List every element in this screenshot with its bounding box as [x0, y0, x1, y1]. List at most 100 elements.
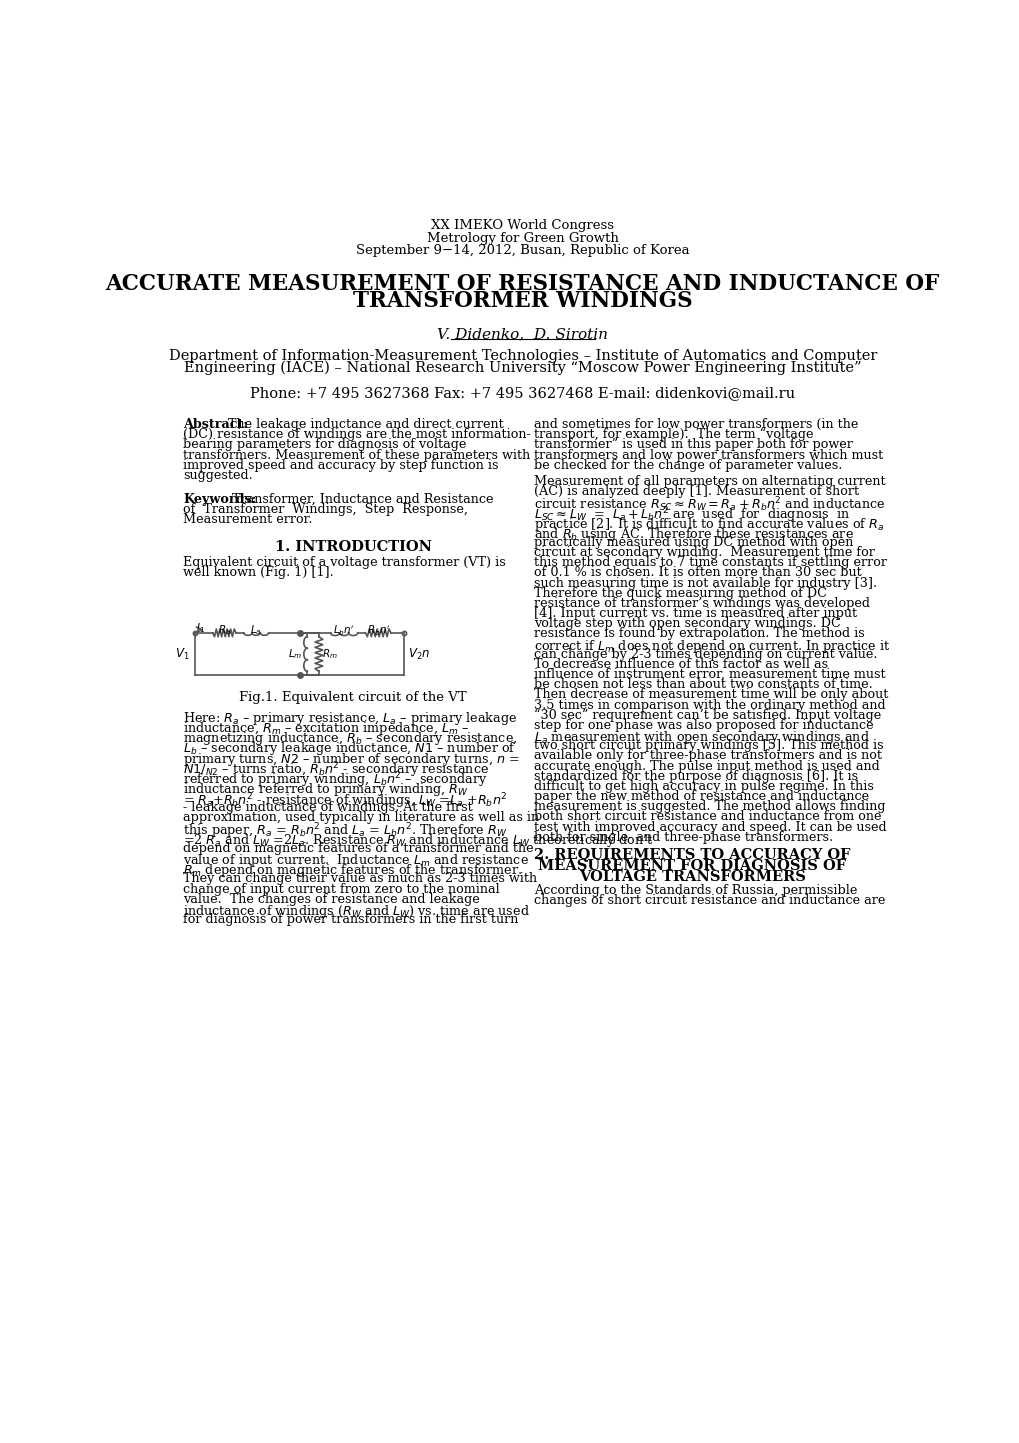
Text: inductance referred to primary winding, $R_W$: inductance referred to primary winding, …: [183, 781, 469, 798]
Text: $L_m$: $L_m$: [287, 646, 302, 661]
Text: both for single- and three-phase transformers.: both for single- and three-phase transfo…: [534, 831, 833, 844]
Text: Measurement of all parameters on alternating current: Measurement of all parameters on alterna…: [534, 475, 886, 488]
Text: transformer” is used in this paper both for power: transformer” is used in this paper both …: [534, 439, 853, 452]
Text: [4]. Input current vs. time is measured after input: [4]. Input current vs. time is measured …: [534, 608, 857, 620]
Text: bearing parameters for diagnosis of voltage: bearing parameters for diagnosis of volt…: [183, 439, 467, 452]
Text: $L_b$ – secondary leakage inductance, $N1$ – number of: $L_b$ – secondary leakage inductance, $N…: [183, 740, 516, 758]
Text: 2. REQUIREMENTS TO ACCURACY OF: 2. REQUIREMENTS TO ACCURACY OF: [534, 847, 850, 861]
Text: voltage step with open secondary windings. DC: voltage step with open secondary winding…: [534, 618, 841, 631]
Text: correct if $L_m$ does not depend on current. In practice it: correct if $L_m$ does not depend on curr…: [534, 638, 890, 655]
Text: $V_1$: $V_1$: [175, 646, 190, 661]
Text: Transformer, Inductance and Resistance: Transformer, Inductance and Resistance: [228, 494, 493, 506]
Text: $R_a$: $R_a$: [218, 623, 230, 638]
Text: of 0.1 % is chosen. It is often more than 30 sec but: of 0.1 % is chosen. It is often more tha…: [534, 567, 861, 580]
Text: V. Didenko,  D. Sirotin: V. Didenko, D. Sirotin: [437, 328, 607, 341]
Text: 1. INTRODUCTION: 1. INTRODUCTION: [274, 540, 431, 554]
Text: MEASUREMENT FOR DIAGNOSIS OF: MEASUREMENT FOR DIAGNOSIS OF: [538, 859, 846, 873]
Text: value.  The changes of resistance and leakage: value. The changes of resistance and lea…: [183, 893, 480, 906]
Text: resistance is found by extrapolation. The method is: resistance is found by extrapolation. Th…: [534, 628, 864, 641]
Text: Therefore the quick measuring method of DC: Therefore the quick measuring method of …: [534, 587, 826, 600]
Text: step for one phase was also proposed for inductance: step for one phase was also proposed for…: [534, 719, 873, 732]
Text: inductance, $R_m$ – excitation impedance, $L_m$ –: inductance, $R_m$ – excitation impedance…: [183, 720, 469, 737]
Text: Equivalent circuit of a voltage transformer (VT) is: Equivalent circuit of a voltage transfor…: [183, 556, 505, 569]
Text: influence of instrument error, measurement time must: influence of instrument error, measureme…: [534, 668, 886, 681]
Text: accurate enough. The pulse input method is used and: accurate enough. The pulse input method …: [534, 759, 879, 772]
Text: $I_1$: $I_1$: [196, 622, 205, 635]
Text: standardized for the purpose of diagnosis [6]. It is: standardized for the purpose of diagnosi…: [534, 769, 858, 782]
Text: Abstract:: Abstract:: [183, 418, 248, 431]
Text: and $R_b$ using AC. Therefore these resistances are: and $R_b$ using AC. Therefore these resi…: [534, 525, 854, 543]
Text: this paper, $R_a$ = $R_b n^2$ and $L_a$ = $L_b n^2$. Therefore $R_W$: this paper, $R_a$ = $R_b n^2$ and $L_a$ …: [183, 821, 507, 841]
Text: depend on magnetic features of a transformer and the: depend on magnetic features of a transfo…: [183, 841, 533, 856]
Text: To decrease influence of this factor as well as: To decrease influence of this factor as …: [534, 658, 827, 671]
Text: measurement is suggested. The method allows finding: measurement is suggested. The method all…: [534, 801, 886, 814]
Text: Then decrease of measurement time will be only about: Then decrease of measurement time will b…: [534, 688, 888, 701]
Text: 3.5 times in comparison with the ordinary method and: 3.5 times in comparison with the ordinar…: [534, 698, 886, 711]
Text: referred to primary winding, $L_b n^2$ –  secondary: referred to primary winding, $L_b n^2$ –…: [183, 771, 487, 791]
Text: available only for three-phase transformers and is not: available only for three-phase transform…: [534, 749, 881, 762]
Text: $L_b n'$: $L_b n'$: [332, 623, 355, 638]
Text: circuit at secondary winding.  Measurement time for: circuit at secondary winding. Measuremen…: [534, 545, 874, 558]
Text: (DC) resistance of windings are the most information-: (DC) resistance of windings are the most…: [183, 429, 531, 442]
Text: this method equals to 7 time constants if settling error: this method equals to 7 time constants i…: [534, 557, 887, 570]
Text: (AC) is analyzed deeply [1]. Measurement of short: (AC) is analyzed deeply [1]. Measurement…: [534, 485, 859, 498]
Text: can change by 2-3 times depending on current value.: can change by 2-3 times depending on cur…: [534, 648, 877, 661]
Text: improved speed and accuracy by step function is: improved speed and accuracy by step func…: [183, 459, 498, 472]
Text: be checked for the change of parameter values.: be checked for the change of parameter v…: [534, 459, 842, 472]
Text: The leakage inductance and direct current: The leakage inductance and direct curren…: [223, 418, 502, 431]
Text: approximation, used typically in literature as well as in: approximation, used typically in literat…: [183, 811, 539, 824]
Text: practice [2]. It is difficult to find accurate values of $R_a$: practice [2]. It is difficult to find ac…: [534, 515, 883, 532]
Text: TRANSFORMER WINDINGS: TRANSFORMER WINDINGS: [353, 290, 692, 312]
Text: transport, for example).  The term “voltage: transport, for example). The term “volta…: [534, 429, 813, 442]
Text: =2 $R_a$ and $L_W$ =2$L_a$. Resistance $R_W$ and inductance $L_W$ theoretically : =2 $R_a$ and $L_W$ =2$L_a$. Resistance $…: [183, 831, 653, 848]
Text: suggested.: suggested.: [183, 469, 253, 482]
Text: paper the new method of resistance and inductance: paper the new method of resistance and i…: [534, 791, 868, 804]
Text: inductance of windings ($R_W$ and $L_W$) vs. time are used: inductance of windings ($R_W$ and $L_W$)…: [183, 903, 530, 921]
Text: transformers and low power transformers which must: transformers and low power transformers …: [534, 449, 882, 462]
Text: such measuring time is not available for industry [3].: such measuring time is not available for…: [534, 577, 876, 590]
Text: primary turns, $N2$ – number of secondary turns, $n$ =: primary turns, $N2$ – number of secondar…: [183, 750, 520, 768]
Text: $R_m$ depend on magnetic features of the transformer.: $R_m$ depend on magnetic features of the…: [183, 863, 522, 879]
Text: both short circuit resistance and inductance from one: both short circuit resistance and induct…: [534, 811, 881, 824]
Text: changes of short circuit resistance and inductance are: changes of short circuit resistance and …: [534, 895, 884, 908]
Text: Metrology for Green Growth: Metrology for Green Growth: [426, 232, 619, 245]
Text: difficult to get high accuracy in pulse regime. In this: difficult to get high accuracy in pulse …: [534, 779, 873, 792]
Text: September 9−14, 2012, Busan, Republic of Korea: September 9−14, 2012, Busan, Republic of…: [356, 244, 689, 257]
Text: value of input current.  Inductance $L_m$ and resistance: value of input current. Inductance $L_m$…: [183, 853, 529, 869]
Text: - leakage inductance of windings. At the first: - leakage inductance of windings. At the…: [183, 801, 473, 814]
Text: $L_{SC}\approx L_W$  =  $L_a + L_b n^2$ are  used  for  diagnosis  in: $L_{SC}\approx L_W$ = $L_a + L_b n^2$ ar…: [534, 505, 850, 525]
Text: Phone: +7 495 3627368 Fax: +7 495 3627468 E-mail: didenkovi@mail.ru: Phone: +7 495 3627368 Fax: +7 495 362746…: [250, 385, 795, 400]
Text: $R_b n'$: $R_b n'$: [367, 623, 389, 638]
Text: $V_2 n$: $V_2 n$: [408, 646, 430, 661]
Text: $R_m$: $R_m$: [322, 646, 337, 661]
Text: circuit resistance $R_{SC}\approx R_W=R_a + R_b n^2$ and inductance: circuit resistance $R_{SC}\approx R_W=R_…: [534, 495, 886, 514]
Text: Engineering (IACE) – National Research University “Moscow Power Engineering Inst: Engineering (IACE) – National Research U…: [183, 361, 861, 375]
Text: Keywords:: Keywords:: [183, 494, 257, 506]
Text: test with improved accuracy and speed. It can be used: test with improved accuracy and speed. I…: [534, 821, 887, 834]
Text: “30 sec” requirement can’t be satisfied. Input voltage: “30 sec” requirement can’t be satisfied.…: [534, 709, 880, 722]
Text: of  Transformer  Windings,  Step  Response,: of Transformer Windings, Step Response,: [183, 504, 468, 517]
Text: Fig.1. Equivalent circuit of the VT: Fig.1. Equivalent circuit of the VT: [239, 691, 467, 704]
Text: transformers. Measurement of these parameters with: transformers. Measurement of these param…: [183, 449, 530, 462]
Text: and sometimes for low power transformers (in the: and sometimes for low power transformers…: [534, 418, 858, 431]
Text: Here: $R_a$ – primary resistance, $L_a$ – primary leakage: Here: $R_a$ – primary resistance, $L_a$ …: [183, 710, 517, 727]
Text: XX IMEKO World Congress: XX IMEKO World Congress: [431, 219, 613, 232]
Text: be chosen not less than about two constants of time.: be chosen not less than about two consta…: [534, 678, 872, 691]
Text: According to the Standards of Russia, permissible: According to the Standards of Russia, pe…: [534, 885, 857, 898]
Text: practically measured using DC method with open: practically measured using DC method wit…: [534, 535, 853, 548]
Text: They can change their value as much as 2-3 times with: They can change their value as much as 2…: [183, 873, 537, 886]
Text: Measurement error.: Measurement error.: [183, 514, 313, 527]
Text: two short circuit primary windings [5]. This method is: two short circuit primary windings [5]. …: [534, 739, 883, 752]
Text: = $R_a$+$R_b n^2$ - resistance of windings, $L_W$ =$L_a$ +$R_b n^2$: = $R_a$+$R_b n^2$ - resistance of windin…: [183, 791, 507, 811]
Text: change of input current from zero to the nominal: change of input current from zero to the…: [183, 883, 499, 896]
Text: $L_a$ measurement with open secondary windings and: $L_a$ measurement with open secondary wi…: [534, 729, 869, 746]
Text: VOLTAGE TRANSFORMERS: VOLTAGE TRANSFORMERS: [579, 870, 805, 885]
Text: Department of Information-Measurement Technologies – Institute of Automatics and: Department of Information-Measurement Te…: [168, 349, 876, 362]
Text: resistance of transformer’s windings was developed: resistance of transformer’s windings was…: [534, 597, 869, 610]
Text: for diagnosis of power transformers in the first turn: for diagnosis of power transformers in t…: [183, 913, 519, 926]
Text: magnetizing inductance, $R_b$ – secondary resistance,: magnetizing inductance, $R_b$ – secondar…: [183, 730, 518, 747]
Text: $L_a$: $L_a$: [250, 623, 262, 638]
Text: ACCURATE MEASUREMENT OF RESISTANCE AND INDUCTANCE OF: ACCURATE MEASUREMENT OF RESISTANCE AND I…: [106, 273, 938, 296]
Text: $N1/_{N2}$ – turns ratio, $R_b n^2$ - secondary resistance: $N1/_{N2}$ – turns ratio, $R_b n^2$ - se…: [183, 760, 489, 781]
Text: well known (Fig. 1) [1].: well known (Fig. 1) [1].: [183, 566, 334, 579]
